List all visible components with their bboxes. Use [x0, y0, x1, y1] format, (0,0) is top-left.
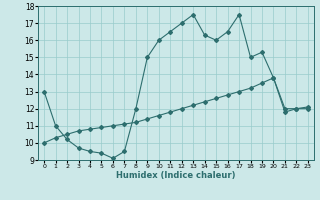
X-axis label: Humidex (Indice chaleur): Humidex (Indice chaleur)	[116, 171, 236, 180]
